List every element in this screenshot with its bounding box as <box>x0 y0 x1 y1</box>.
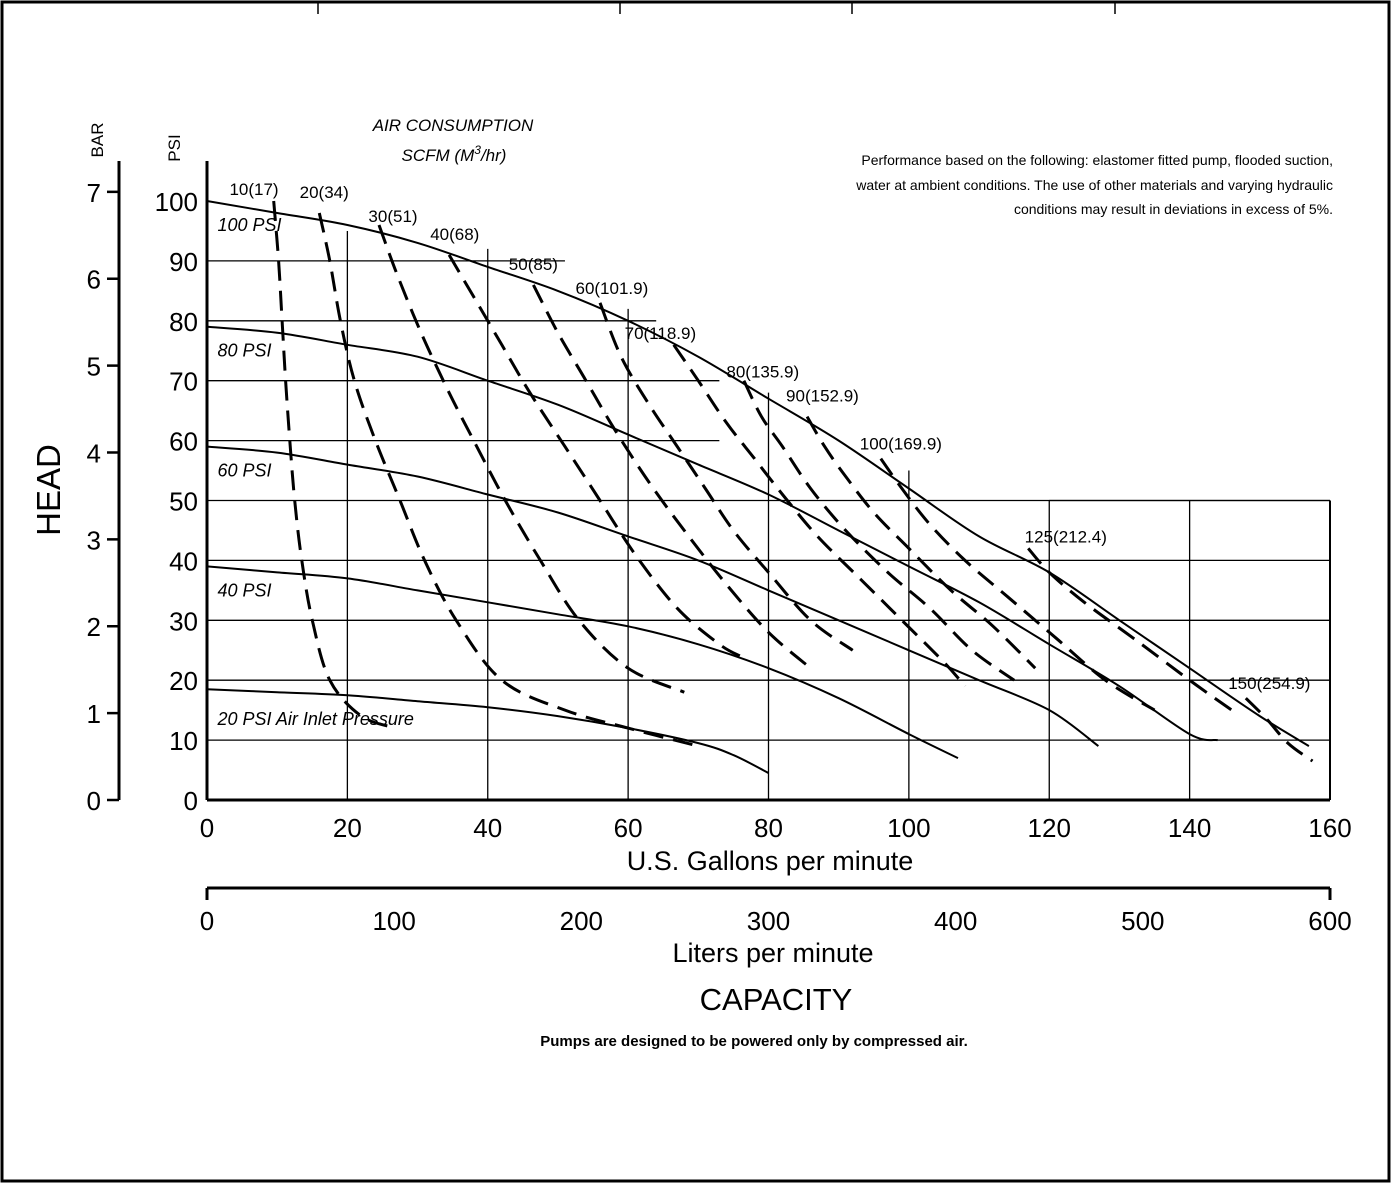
psi-tick-label-90: 90 <box>169 247 198 277</box>
x-axis-title: U.S. Gallons per minute <box>627 846 914 876</box>
bar-tick-label-7: 7 <box>87 178 101 208</box>
pressure-curve-4 <box>206 688 769 774</box>
air-curve-label-6: 70(118.9) <box>625 324 697 343</box>
air-curve-8 <box>805 415 1037 670</box>
bar-tick-label-2: 2 <box>87 612 101 642</box>
pressure-curve-label-3: 40 PSI <box>218 580 272 600</box>
air-curve-label-0: 10(17) <box>229 180 278 199</box>
air-unit-end: /hr) <box>480 146 507 165</box>
air-consumption-curves <box>272 200 1314 763</box>
pressure-curve-3 <box>206 565 959 759</box>
air-curve-10 <box>1027 547 1233 712</box>
psi-tick-label-20: 20 <box>169 666 198 696</box>
head-axis-title: HEAD <box>30 444 67 536</box>
air-consumption-unit: SCFM (M3/hr) <box>402 143 507 165</box>
air-curve-label-11: 150(254.9) <box>1228 674 1310 693</box>
bar-tick-label-5: 5 <box>87 352 101 382</box>
pressure-curve-2 <box>206 445 1099 747</box>
bar-tick-label-6: 6 <box>87 265 101 295</box>
air-curve-7 <box>742 380 1016 682</box>
bar-tick-label-0: 0 <box>87 786 101 816</box>
x-tick-label-60: 60 <box>614 813 643 843</box>
pressure-curve-label-1: 80 PSI <box>218 341 272 361</box>
air-curve-3 <box>447 254 742 658</box>
performance-note-line-3: conditions may result in deviations in e… <box>1014 201 1333 217</box>
air-consumption-title: AIR CONSUMPTION <box>372 116 534 135</box>
pressure-curves <box>206 200 1310 774</box>
air-curve-11 <box>1244 697 1314 763</box>
performance-note-line-1: Performance based on the following: elas… <box>861 152 1333 168</box>
x2-tick-label-500: 500 <box>1121 906 1164 936</box>
psi-tick-label-10: 10 <box>169 726 198 756</box>
x2-tick-label-300: 300 <box>747 906 790 936</box>
psi-tick-label-30: 30 <box>169 606 198 636</box>
bar-unit-label: BAR <box>88 123 107 158</box>
air-curve-0 <box>272 200 397 730</box>
x-tick-label-100: 100 <box>887 813 930 843</box>
x-tick-label-160: 160 <box>1308 813 1351 843</box>
air-curve-label-1: 20(34) <box>300 183 349 202</box>
top-header-dividers <box>317 2 1116 14</box>
air-curve-6 <box>672 343 967 688</box>
air-curve-9 <box>879 457 1156 712</box>
air-curve-label-4: 50(85) <box>509 255 558 274</box>
pressure-curve-label-0: 100 PSI <box>218 215 282 235</box>
x2-tick-label-200: 200 <box>560 906 603 936</box>
air-curve-label-7: 80(135.9) <box>726 363 799 382</box>
bar-tick-label-3: 3 <box>87 525 101 555</box>
psi-tick-label-100: 100 <box>155 187 198 217</box>
x2-tick-label-0: 0 <box>200 906 214 936</box>
capacity-title: CAPACITY <box>700 982 853 1017</box>
pressure-curve-0 <box>206 200 1310 747</box>
performance-note: Performance based on the following: elas… <box>855 152 1333 217</box>
x2-tick-label-400: 400 <box>934 906 977 936</box>
performance-note-line-2: water at ambient conditions. The use of … <box>855 177 1333 193</box>
x2-tick-label-600: 600 <box>1308 906 1351 936</box>
pressure-curve-label-4: 20 PSI Air Inlet Pressure <box>217 709 414 729</box>
air-unit-sup: 3 <box>474 143 481 157</box>
psi-tick-label-70: 70 <box>169 367 198 397</box>
air-curve-label-10: 125(212.4) <box>1025 527 1107 546</box>
x2-axis-title: Liters per minute <box>672 938 873 968</box>
x-tick-label-120: 120 <box>1028 813 1071 843</box>
air-curve-label-5: 60(101.9) <box>575 279 648 298</box>
psi-tick-label-60: 60 <box>169 427 198 457</box>
air-curve-2 <box>377 224 685 694</box>
air-curve-label-2: 30(51) <box>368 207 417 226</box>
air-curve-label-3: 40(68) <box>430 225 479 244</box>
psi-tick-label-50: 50 <box>169 487 198 517</box>
psi-tick-label-80: 80 <box>169 307 198 337</box>
bar-tick-label-1: 1 <box>87 699 101 729</box>
axes <box>107 161 1332 900</box>
psi-tick-label-40: 40 <box>169 546 198 576</box>
footnote: Pumps are designed to be powered only by… <box>540 1033 968 1050</box>
x-tick-label-40: 40 <box>473 813 502 843</box>
air-unit-main: SCFM (M <box>402 146 476 165</box>
x-tick-label-80: 80 <box>754 813 783 843</box>
psi-unit-label: PSI <box>165 134 184 161</box>
psi-tick-label-0: 0 <box>184 786 198 816</box>
x2-tick-label-100: 100 <box>372 906 415 936</box>
air-curve-4 <box>532 284 812 670</box>
x-tick-label-140: 140 <box>1168 813 1211 843</box>
x-tick-label-0: 0 <box>200 813 214 843</box>
air-curve-1 <box>317 212 699 748</box>
x-tick-label-20: 20 <box>333 813 362 843</box>
air-curve-5 <box>598 302 854 652</box>
air-curve-label-8: 90(152.9) <box>786 387 859 406</box>
bar-tick-label-4: 4 <box>87 438 101 468</box>
pressure-curve-1 <box>206 325 1218 742</box>
air-curve-label-9: 100(169.9) <box>860 435 942 454</box>
pressure-curve-label-2: 60 PSI <box>218 461 272 481</box>
